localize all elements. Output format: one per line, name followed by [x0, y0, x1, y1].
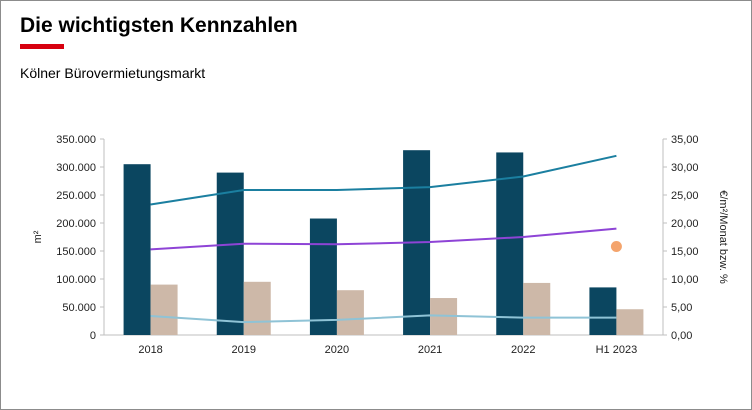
x-tick-label: 2022	[511, 344, 535, 356]
y-tick-label: 100.000	[56, 274, 96, 286]
labels-group: 0 50.000 100.000 150.000 200.000 250.000 300.0…	[32, 134, 729, 356]
page-subtitle: Kölner Bürovermietungsmarkt	[20, 65, 206, 81]
axes-group	[100, 138, 667, 336]
bar-secondary	[243, 281, 271, 335]
y2-tick-label: 15,00	[671, 246, 699, 258]
bar-secondary	[616, 309, 644, 335]
bar-primary	[496, 152, 524, 335]
y2-tick-label: 0,00	[671, 330, 692, 342]
bar-secondary	[150, 284, 178, 335]
page-title: Die wichtigsten Kennzahlen	[20, 14, 298, 37]
bar-primary	[309, 218, 337, 335]
y-axis-title: m²	[32, 230, 44, 243]
y2-tick-label: 5,00	[671, 302, 692, 314]
series-line-top	[150, 154, 617, 206]
y-tick-label: 200.000	[56, 218, 96, 230]
series-line-mid	[150, 227, 617, 251]
y-tick-label: 250.000	[56, 190, 96, 202]
x-tick-label: 2020	[325, 344, 349, 356]
y2-tick-label: 20,00	[671, 218, 699, 230]
x-tick-label: 2019	[232, 344, 256, 356]
y2-axis-title: €/m²/Monat bzw. %	[717, 190, 729, 284]
y2-tick-label: 30,00	[671, 162, 699, 174]
bar-primary	[216, 172, 244, 335]
y-tick-label: 50.000	[62, 302, 96, 314]
y-tick-label: 150.000	[56, 246, 96, 258]
y2-tick-label: 10,00	[671, 274, 699, 286]
lines-group	[150, 154, 622, 324]
bar-secondary	[336, 290, 364, 335]
y2-tick-label: 25,00	[671, 190, 699, 202]
bar-primary	[589, 287, 617, 335]
bars-group	[123, 150, 644, 335]
bar-secondary	[523, 282, 551, 335]
x-tick-label: 2021	[418, 344, 442, 356]
y-tick-label: 350.000	[56, 134, 96, 146]
title-accent-bar	[20, 44, 64, 49]
bar-primary	[123, 164, 151, 335]
series-point	[610, 241, 622, 253]
y-tick-label: 300.000	[56, 162, 96, 174]
x-tick-label: 2018	[138, 344, 162, 356]
y-tick-label: 0	[90, 330, 96, 342]
series-line-low	[150, 314, 617, 324]
x-tick-label: H1 2023	[596, 344, 638, 356]
y2-tick-label: 35,00	[671, 134, 699, 146]
